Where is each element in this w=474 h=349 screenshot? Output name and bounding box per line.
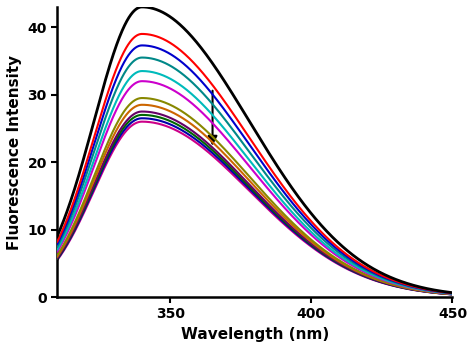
Y-axis label: Fluorescence Intensity: Fluorescence Intensity xyxy=(7,54,22,250)
X-axis label: Wavelength (nm): Wavelength (nm) xyxy=(181,327,329,342)
